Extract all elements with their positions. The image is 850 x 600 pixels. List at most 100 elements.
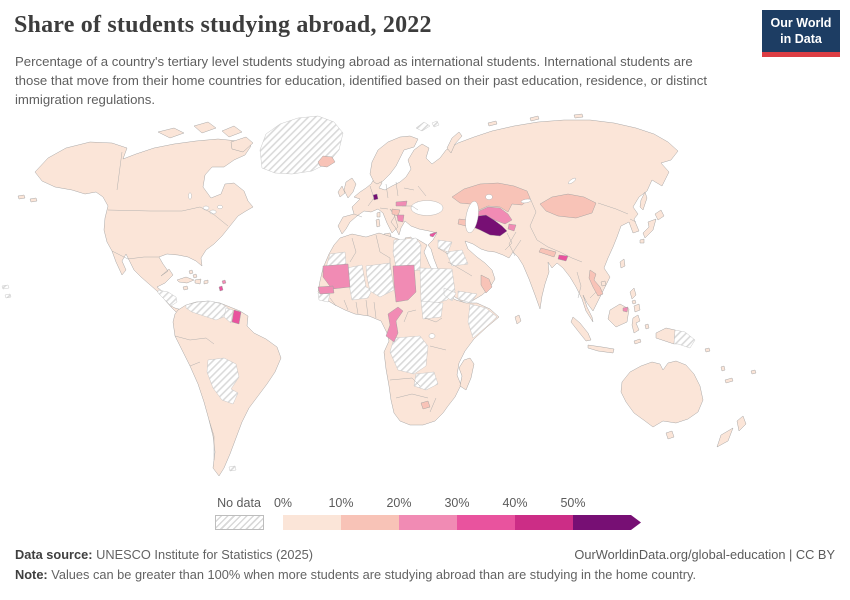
country-arctic-2[interactable]: Canadian arctic island: [193, 121, 217, 134]
country-cyprus[interactable]: Cyprus: [429, 231, 438, 238]
country-bahamas[interactable]: Bahamas: [188, 269, 198, 279]
country-brunei[interactable]: Brunei: [622, 306, 629, 313]
country-arctic-4[interactable]: Baffin island: [230, 136, 254, 153]
country-bolivia-paraguay[interactable]: Bolivia and Paraguay: [206, 357, 240, 405]
country-zambia[interactable]: Zambia: [413, 371, 439, 391]
country-timor[interactable]: Timor: [633, 338, 642, 345]
country-luzon[interactable]: Philippines Luzon: [629, 287, 637, 300]
country-hokkaido[interactable]: Japan Hokkaido: [654, 209, 665, 221]
country-south-sudan[interactable]: South Sudan: [420, 300, 444, 320]
country-scandinavia[interactable]: Scandinavia: [369, 135, 419, 185]
legend-band-30-40%[interactable]: [457, 515, 516, 530]
legend-no-data-label: No data: [217, 496, 261, 510]
legend-tick-30%: 30%: [444, 496, 470, 510]
data-source-text: UNESCO Institute for Statistics (2025): [92, 547, 313, 562]
country-eritrea-djibouti[interactable]: Eritrea and Djibouti: [443, 287, 457, 302]
country-lesotho[interactable]: Lesotho: [420, 400, 431, 410]
country-cameroon-congo[interactable]: Cameroon and Congo: [385, 306, 404, 343]
owid-link[interactable]: OurWorldinData.org/global-education | CC…: [574, 547, 835, 562]
legend-band-40-50%[interactable]: [515, 515, 574, 530]
country-visayas[interactable]: Philippines Visayas: [631, 299, 637, 305]
country-aleutians[interactable]: Aleutian islands: [17, 194, 38, 203]
legend-no-data-swatch[interactable]: [215, 515, 264, 530]
legend-band-10-20%[interactable]: [341, 515, 400, 530]
country-somalia[interactable]: Somalia: [467, 303, 498, 339]
country-mindanao[interactable]: Philippines Mindanao: [633, 303, 641, 313]
country-jamaica[interactable]: Jamaica: [182, 285, 189, 291]
country-taiwan[interactable]: Taiwan: [619, 258, 626, 269]
country-falklands[interactable]: Falkland Islands: [228, 465, 237, 472]
page-title: Share of students studying abroad, 2022: [14, 12, 432, 38]
country-papua-new-guinea[interactable]: Papua New Guinea: [673, 329, 696, 349]
country-honshu[interactable]: Japan Honshu: [642, 218, 657, 239]
country-yemen[interactable]: Yemen: [457, 290, 478, 304]
country-antilles-b[interactable]: Lesser Antilles island: [218, 285, 224, 292]
country-arctic-1[interactable]: Canadian arctic island: [157, 127, 185, 139]
chart-subtitle: Percentage of a country's tertiary level…: [15, 54, 708, 108]
country-arctic-specks[interactable]: Russian arctic islands: [487, 113, 584, 127]
country-suriname[interactable]: Suriname: [231, 309, 242, 325]
aral-sea: [485, 194, 493, 200]
country-turkmenistan[interactable]: Turkmenistan: [470, 214, 508, 237]
legend-band-20-30%[interactable]: [399, 515, 458, 530]
country-solomon[interactable]: Solomon Islands: [704, 347, 711, 353]
country-kyushu[interactable]: Japan Kyushu: [639, 238, 645, 244]
country-hispaniola[interactable]: Hispaniola: [194, 278, 202, 285]
country-tasmania[interactable]: Tasmania: [665, 430, 675, 440]
country-bhutan[interactable]: Bhutan: [557, 254, 569, 262]
country-sakhalin[interactable]: Sakhalin: [639, 191, 648, 211]
country-hainan[interactable]: Hainan: [600, 280, 607, 287]
legend-band-50%+[interactable]: [573, 515, 641, 530]
country-gambia-bissau[interactable]: Gambia and Guinea-Bissau: [317, 292, 331, 303]
country-new-caledonia[interactable]: New Caledonia: [724, 377, 734, 384]
country-albania-macedonia[interactable]: Albania and North Macedonia: [396, 214, 405, 223]
country-mauritania[interactable]: Mauritania: [322, 263, 351, 290]
country-maluku[interactable]: Maluku: [644, 323, 650, 330]
country-oman[interactable]: Oman: [480, 274, 493, 294]
country-laos[interactable]: Laos: [588, 269, 604, 297]
country-nepal[interactable]: Nepal: [538, 247, 557, 258]
country-nz-south[interactable]: New Zealand South Island: [716, 427, 734, 448]
country-sulawesi[interactable]: Sulawesi: [631, 314, 641, 334]
country-arctic-3[interactable]: Canadian arctic island: [221, 125, 243, 138]
country-slovakia[interactable]: Slovakia: [395, 200, 408, 207]
country-corsica[interactable]: Corsica: [376, 211, 381, 218]
country-iceland[interactable]: Iceland: [317, 155, 336, 168]
country-novaya-zemlya[interactable]: Novaya Zemlya: [446, 131, 463, 154]
country-greenland[interactable]: Greenland: [259, 115, 344, 175]
country-guyana[interactable]: Guyana: [223, 307, 234, 324]
country-nz-north[interactable]: New Zealand North Island: [736, 415, 747, 432]
country-mongolia[interactable]: Mongolia: [539, 193, 597, 219]
legend-band-0-10%[interactable]: [283, 515, 342, 530]
data-source-label: Data source:: [15, 547, 93, 562]
country-puerto-rico[interactable]: Puerto Rico: [203, 279, 209, 285]
country-tajikistan[interactable]: Tajikistan: [507, 223, 517, 232]
country-chad[interactable]: Chad: [392, 264, 417, 303]
owid-logo-line2: in Data: [780, 31, 822, 46]
legend-tick-10%: 10%: [328, 496, 354, 510]
country-senegal[interactable]: Senegal: [317, 285, 335, 295]
country-java[interactable]: Java: [587, 344, 615, 354]
owid-logo-line1: Our World: [770, 16, 832, 30]
note-line: Note: Values can be greater than 100% wh…: [15, 567, 696, 582]
country-dr-congo[interactable]: Democratic Republic of Congo: [389, 335, 429, 375]
country-honduras-nicaragua[interactable]: Honduras and Nicaragua: [157, 289, 178, 307]
country-cuba[interactable]: Cuba: [176, 276, 195, 284]
country-pacific-specks[interactable]: Pacific islands: [1, 284, 12, 299]
country-uk[interactable]: United Kingdom: [343, 177, 357, 199]
country-sri-lanka[interactable]: Sri Lanka: [514, 314, 522, 325]
country-vanuatu[interactable]: Vanuatu: [720, 365, 726, 372]
country-ireland[interactable]: Ireland: [337, 185, 346, 198]
owid-logo[interactable]: Our World in Data: [762, 10, 840, 58]
country-svalbard[interactable]: Svalbard: [415, 120, 440, 132]
country-madagascar[interactable]: Madagascar: [458, 357, 475, 391]
country-new-guinea-west[interactable]: New Guinea (Indonesia): [655, 327, 676, 345]
country-australia[interactable]: Australia: [620, 360, 704, 428]
country-sumatra[interactable]: Sumatra: [570, 316, 592, 342]
country-fiji[interactable]: Fiji: [750, 369, 757, 375]
country-antilles-a[interactable]: Lesser Antilles island: [221, 279, 227, 285]
country-iraq[interactable]: Iraq: [445, 249, 469, 267]
country-sardinia[interactable]: Sardinia: [375, 218, 381, 228]
